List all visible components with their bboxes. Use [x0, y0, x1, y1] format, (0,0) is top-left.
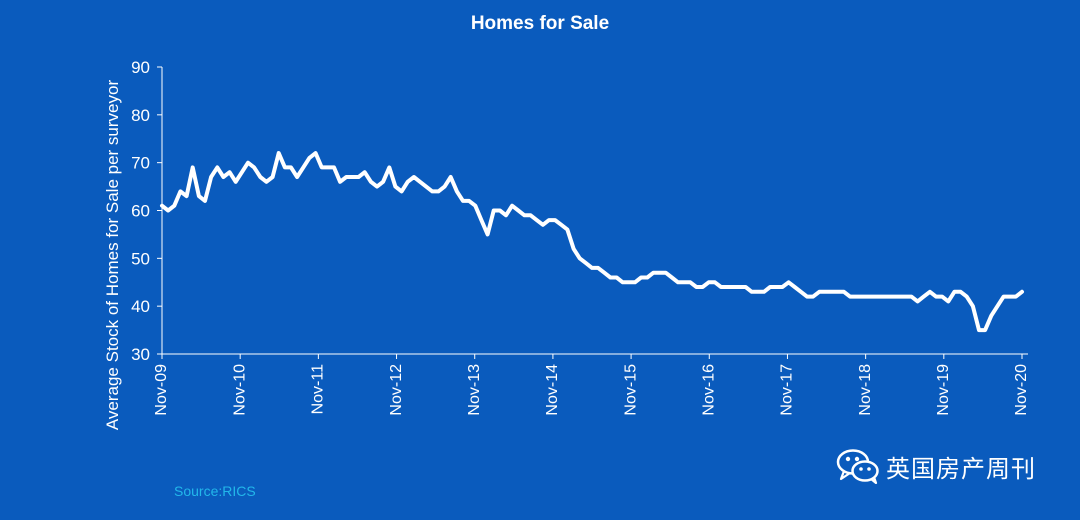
y-axis-label: Average Stock of Homes for Sale per surv…: [103, 80, 122, 431]
wechat-icon: [836, 449, 879, 484]
x-tick-label: Nov-15: [622, 364, 639, 416]
x-tick-label: Nov-14: [544, 364, 561, 416]
y-tick-label: 30: [131, 345, 150, 364]
y-tick-label: 50: [131, 249, 150, 268]
wechat-watermark: 英国房产周刊: [836, 447, 1036, 485]
x-tick-label: Nov-18: [857, 364, 874, 416]
x-tick-label: Nov-16: [700, 364, 717, 416]
x-tick-label: Nov-20: [1013, 364, 1030, 416]
y-tick-labels: 30 40 50 60 70 80 90: [131, 58, 162, 364]
x-tick-label: Nov-17: [779, 364, 796, 416]
x-tick-label: Nov-12: [388, 364, 405, 416]
x-tick-label: Nov-11: [310, 364, 327, 414]
x-tick-label: Nov-19: [935, 364, 952, 416]
source-note: Source:RICS: [174, 483, 256, 499]
axes: [161, 67, 1028, 355]
chart-title: Homes for Sale: [471, 13, 609, 34]
y-tick-label: 70: [131, 154, 150, 173]
x-tick-label: Nov-09: [153, 364, 170, 416]
series-line: [160, 151, 1024, 333]
watermark-text: 英国房产周刊: [886, 454, 1036, 483]
x-tick-label: Nov-13: [466, 364, 483, 416]
y-tick-label: 80: [131, 106, 150, 125]
y-tick-label: 40: [131, 297, 150, 316]
y-tick-label: 90: [131, 58, 150, 77]
x-tick-labels: Nov-09 Nov-10 Nov-11 Nov-12 Nov-13 Nov-14 Nov-…: [153, 354, 1030, 416]
y-tick-label: 60: [131, 202, 150, 221]
x-tick-label: Nov-10: [231, 364, 248, 416]
series-group: [160, 151, 1024, 333]
